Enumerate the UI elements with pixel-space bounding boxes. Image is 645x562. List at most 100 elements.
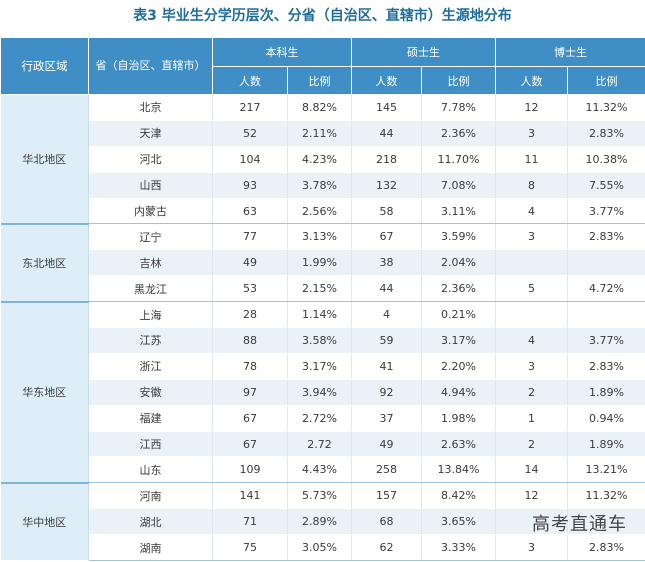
region-cell: 东北地区 <box>1 224 89 302</box>
doctor-count-header: 人数 <box>496 67 568 95</box>
bachelor-ratio-cell: 1.99% <box>288 250 352 276</box>
master-count-cell: 67 <box>352 224 422 250</box>
province-cell: 山西 <box>89 172 213 198</box>
master-count-cell: 157 <box>352 483 422 509</box>
watermark-text: 高考直通车 <box>532 510 627 536</box>
table-title: 表3 毕业生分学历层次、分省（自治区、直辖市）生源地分布 <box>0 0 645 32</box>
doctor-ratio-cell: 2.83% <box>568 224 645 250</box>
doctor-count-cell: 3 <box>496 535 568 561</box>
master-ratio-cell: 7.78% <box>422 95 496 121</box>
doctor-ratio-cell: 11.32% <box>568 483 645 509</box>
bachelor-ratio-cell: 4.43% <box>288 457 352 483</box>
bachelor-count-cell: 75 <box>213 535 288 561</box>
province-cell: 天津 <box>89 120 213 146</box>
doctor-count-cell: 11 <box>496 146 568 172</box>
master-count-cell: 38 <box>352 250 422 276</box>
province-cell: 河北 <box>89 146 213 172</box>
province-cell: 山东 <box>89 457 213 483</box>
bachelor-ratio-cell: 2.72% <box>288 405 352 431</box>
bachelor-ratio-cell: 8.82% <box>288 95 352 121</box>
province-cell: 黑龙江 <box>89 276 213 302</box>
master-ratio-cell: 3.59% <box>422 224 496 250</box>
doctor-count-cell <box>496 302 568 328</box>
doctor-ratio-cell: 2.83% <box>568 353 645 379</box>
master-count-cell: 37 <box>352 405 422 431</box>
doctor-ratio-cell: 1.89% <box>568 379 645 405</box>
doctor-ratio-cell: 13.21% <box>568 457 645 483</box>
doctor-ratio-cell: 11.32% <box>568 95 645 121</box>
master-ratio-cell: 2.36% <box>422 276 496 302</box>
region-cell: 华北地区 <box>1 95 89 224</box>
province-cell: 河南 <box>89 483 213 509</box>
province-cell: 江苏 <box>89 328 213 354</box>
bachelor-ratio-cell: 2.15% <box>288 276 352 302</box>
province-cell: 辽宁 <box>89 224 213 250</box>
bachelor-count-cell: 217 <box>213 95 288 121</box>
doctor-count-cell: 3 <box>496 120 568 146</box>
master-ratio-cell: 3.65% <box>422 509 496 535</box>
province-cell: 浙江 <box>89 353 213 379</box>
doctor-ratio-cell: 3.77% <box>568 328 645 354</box>
province-cell: 北京 <box>89 95 213 121</box>
bachelor-count-cell: 71 <box>213 509 288 535</box>
province-cell: 湖北 <box>89 509 213 535</box>
master-count-cell: 68 <box>352 509 422 535</box>
master-ratio-cell: 0.21% <box>422 302 496 328</box>
province-cell: 江西 <box>89 431 213 457</box>
bachelor-count-cell: 93 <box>213 172 288 198</box>
bachelor-count-cell: 88 <box>213 328 288 354</box>
master-count-cell: 218 <box>352 146 422 172</box>
province-cell: 安徽 <box>89 379 213 405</box>
master-ratio-cell: 2.20% <box>422 353 496 379</box>
master-ratio-cell: 2.04% <box>422 250 496 276</box>
doctor-count-cell: 4 <box>496 198 568 224</box>
master-ratio-cell: 7.08% <box>422 172 496 198</box>
doctor-count-cell: 3 <box>496 353 568 379</box>
master-count-header: 人数 <box>352 67 422 95</box>
bachelor-ratio-cell: 3.58% <box>288 328 352 354</box>
bachelor-ratio-cell: 3.05% <box>288 535 352 561</box>
bachelor-count-cell: 78 <box>213 353 288 379</box>
master-count-cell: 4 <box>352 302 422 328</box>
doctor-ratio-cell <box>568 302 645 328</box>
master-count-cell: 58 <box>352 198 422 224</box>
doctor-count-cell: 12 <box>496 483 568 509</box>
province-cell: 上海 <box>89 302 213 328</box>
doctor-count-cell: 2 <box>496 379 568 405</box>
master-ratio-cell: 3.33% <box>422 535 496 561</box>
master-ratio-cell: 11.70% <box>422 146 496 172</box>
doctor-count-cell: 2 <box>496 431 568 457</box>
province-column-header: 省（自治区、直辖市） <box>89 38 213 95</box>
doctor-ratio-cell: 0.94% <box>568 405 645 431</box>
region-cell: 华中地区 <box>1 483 89 561</box>
doctor-count-cell: 5 <box>496 276 568 302</box>
doctor-ratio-cell: 7.55% <box>568 172 645 198</box>
bachelor-count-cell: 63 <box>213 198 288 224</box>
bachelor-count-cell: 49 <box>213 250 288 276</box>
master-ratio-cell: 2.63% <box>422 431 496 457</box>
master-ratio-cell: 1.98% <box>422 405 496 431</box>
bachelor-ratio-cell: 2.56% <box>288 198 352 224</box>
doctor-ratio-cell: 2.83% <box>568 120 645 146</box>
doctor-count-cell: 12 <box>496 95 568 121</box>
doctor-count-cell: 1 <box>496 405 568 431</box>
master-count-cell: 44 <box>352 276 422 302</box>
doctor-ratio-cell: 4.72% <box>568 276 645 302</box>
bachelor-count-header: 人数 <box>213 67 288 95</box>
master-count-cell: 49 <box>352 431 422 457</box>
master-count-cell: 62 <box>352 535 422 561</box>
bachelor-ratio-cell: 2.89% <box>288 509 352 535</box>
master-count-cell: 132 <box>352 172 422 198</box>
bachelor-count-cell: 28 <box>213 302 288 328</box>
doctor-count-cell: 14 <box>496 457 568 483</box>
